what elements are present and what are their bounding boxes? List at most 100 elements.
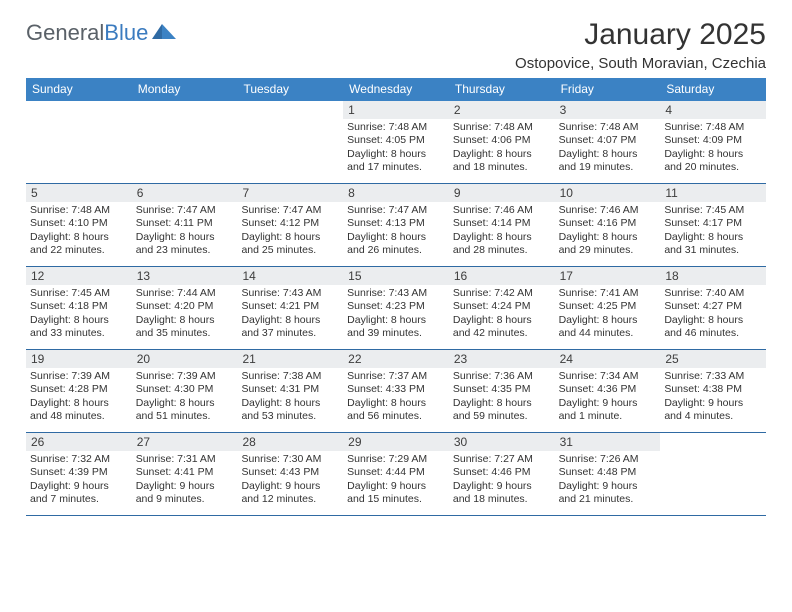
day-details: Sunrise: 7:48 AMSunset: 4:07 PMDaylight:…: [559, 121, 657, 175]
day-number: 5: [26, 184, 132, 202]
day-number: [132, 101, 238, 119]
day-details: Sunrise: 7:47 AMSunset: 4:13 PMDaylight:…: [347, 204, 445, 258]
dow-cell: Monday: [132, 78, 238, 101]
day-cell: 24Sunrise: 7:34 AMSunset: 4:36 PMDayligh…: [555, 350, 661, 432]
day-cell: [237, 101, 343, 183]
day-cell: 12 Sunrise: 7:45 AMSunset: 4:18 PMDayligh…: [26, 267, 132, 349]
brand-logo: GeneralBlue: [26, 20, 178, 46]
day-cell: 7Sunrise: 7:47 AMSunset: 4:12 PMDaylight…: [237, 184, 343, 266]
location-text: Ostopovice, South Moravian, Czechia: [515, 55, 766, 72]
day-details: Sunrise: 7:47 AMSunset: 4:12 PMDaylight:…: [241, 204, 339, 258]
day-number: 6: [132, 184, 238, 202]
week-row: 26Sunrise: 7:32 AMSunset: 4:39 PMDayligh…: [26, 433, 766, 516]
day-number: 21: [237, 350, 343, 368]
day-details: Sunrise: 7:31 AMSunset: 4:41 PMDaylight:…: [136, 453, 234, 507]
day-details: Sunrise: 7:38 AMSunset: 4:31 PMDaylight:…: [241, 370, 339, 424]
day-number: 15: [343, 267, 449, 285]
week-row: 12 Sunrise: 7:45 AMSunset: 4:18 PMDayligh…: [26, 267, 766, 350]
day-number: 13: [132, 267, 238, 285]
day-cell: 16 Sunrise: 7:42 AMSunset: 4:24 PMDayligh…: [449, 267, 555, 349]
day-number: 11: [660, 184, 766, 202]
brand-mark-icon: [152, 20, 178, 46]
day-number: 24: [555, 350, 661, 368]
day-number: 1: [343, 101, 449, 119]
day-number: 12: [26, 267, 132, 285]
day-number: 14: [237, 267, 343, 285]
calendar-grid: SundayMondayTuesdayWednesdayThursdayFrid…: [26, 78, 766, 516]
day-details: Sunrise: 7:42 AMSunset: 4:24 PMDaylight:…: [453, 287, 551, 341]
day-number: 20: [132, 350, 238, 368]
dow-cell: Saturday: [660, 78, 766, 101]
day-cell: 15 Sunrise: 7:43 AMSunset: 4:23 PMDayligh…: [343, 267, 449, 349]
day-number: 23: [449, 350, 555, 368]
day-details: Sunrise: 7:37 AMSunset: 4:33 PMDaylight:…: [347, 370, 445, 424]
day-cell: 8 Sunrise: 7:47 AMSunset: 4:13 PMDaylight…: [343, 184, 449, 266]
header: GeneralBlue January 2025 Ostopovice, Sou…: [26, 18, 766, 72]
day-details: Sunrise: 7:30 AMSunset: 4:43 PMDaylight:…: [241, 453, 339, 507]
day-cell: 19Sunrise: 7:39 AMSunset: 4:28 PMDayligh…: [26, 350, 132, 432]
day-cell: 20 Sunrise: 7:39 AMSunset: 4:30 PMDayligh…: [132, 350, 238, 432]
day-details: Sunrise: 7:36 AMSunset: 4:35 PMDaylight:…: [453, 370, 551, 424]
day-cell: 30Sunrise: 7:27 AMSunset: 4:46 PMDayligh…: [449, 433, 555, 515]
day-cell: 1 Sunrise: 7:48 AMSunset: 4:05 PMDaylight…: [343, 101, 449, 183]
day-cell: 6 Sunrise: 7:47 AMSunset: 4:11 PMDaylight…: [132, 184, 238, 266]
day-details: Sunrise: 7:26 AMSunset: 4:48 PMDaylight:…: [559, 453, 657, 507]
day-cell: 14 Sunrise: 7:43 AMSunset: 4:21 PMDayligh…: [237, 267, 343, 349]
month-title: January 2025: [515, 18, 766, 51]
day-cell: 28Sunrise: 7:30 AMSunset: 4:43 PMDayligh…: [237, 433, 343, 515]
day-cell: 23 Sunrise: 7:36 AMSunset: 4:35 PMDayligh…: [449, 350, 555, 432]
day-number: 18: [660, 267, 766, 285]
day-cell: 22Sunrise: 7:37 AMSunset: 4:33 PMDayligh…: [343, 350, 449, 432]
day-cell: 21 Sunrise: 7:38 AMSunset: 4:31 PMDayligh…: [237, 350, 343, 432]
day-number: 2: [449, 101, 555, 119]
day-details: Sunrise: 7:45 AMSunset: 4:17 PMDaylight:…: [664, 204, 762, 258]
day-details: Sunrise: 7:45 AMSunset: 4:18 PMDaylight:…: [30, 287, 128, 341]
brand-part2: Blue: [104, 20, 148, 46]
day-details: Sunrise: 7:39 AMSunset: 4:30 PMDaylight:…: [136, 370, 234, 424]
day-cell: 13Sunrise: 7:44 AMSunset: 4:20 PMDayligh…: [132, 267, 238, 349]
day-number: 25: [660, 350, 766, 368]
day-details: Sunrise: 7:48 AMSunset: 4:05 PMDaylight:…: [347, 121, 445, 175]
day-details: Sunrise: 7:39 AMSunset: 4:28 PMDaylight:…: [30, 370, 128, 424]
calendar-page: GeneralBlue January 2025 Ostopovice, Sou…: [0, 0, 792, 534]
day-details: Sunrise: 7:43 AMSunset: 4:21 PMDaylight:…: [241, 287, 339, 341]
day-details: Sunrise: 7:48 AMSunset: 4:06 PMDaylight:…: [453, 121, 551, 175]
dow-cell: Thursday: [449, 78, 555, 101]
day-number: 17: [555, 267, 661, 285]
day-cell: 29 Sunrise: 7:29 AMSunset: 4:44 PMDayligh…: [343, 433, 449, 515]
day-number: [26, 101, 132, 119]
week-row: 5 Sunrise: 7:48 AMSunset: 4:10 PMDaylight…: [26, 184, 766, 267]
day-cell: [660, 433, 766, 515]
day-details: Sunrise: 7:47 AMSunset: 4:11 PMDaylight:…: [136, 204, 234, 258]
day-details: Sunrise: 7:40 AMSunset: 4:27 PMDaylight:…: [664, 287, 762, 341]
week-row: 19Sunrise: 7:39 AMSunset: 4:28 PMDayligh…: [26, 350, 766, 433]
day-number: 30: [449, 433, 555, 451]
day-number: [660, 433, 766, 451]
day-details: Sunrise: 7:48 AMSunset: 4:10 PMDaylight:…: [30, 204, 128, 258]
day-details: Sunrise: 7:43 AMSunset: 4:23 PMDaylight:…: [347, 287, 445, 341]
weeks-container: 1 Sunrise: 7:48 AMSunset: 4:05 PMDaylight…: [26, 101, 766, 516]
day-number: 27: [132, 433, 238, 451]
day-cell: [26, 101, 132, 183]
day-details: Sunrise: 7:48 AMSunset: 4:09 PMDaylight:…: [664, 121, 762, 175]
day-number: 8: [343, 184, 449, 202]
day-number: [237, 101, 343, 119]
day-cell: 5 Sunrise: 7:48 AMSunset: 4:10 PMDaylight…: [26, 184, 132, 266]
day-cell: 27 Sunrise: 7:31 AMSunset: 4:41 PMDayligh…: [132, 433, 238, 515]
day-details: Sunrise: 7:29 AMSunset: 4:44 PMDaylight:…: [347, 453, 445, 507]
day-number: 31: [555, 433, 661, 451]
day-details: Sunrise: 7:32 AMSunset: 4:39 PMDaylight:…: [30, 453, 128, 507]
day-cell: [132, 101, 238, 183]
title-block: January 2025 Ostopovice, South Moravian,…: [515, 18, 766, 72]
day-number: 3: [555, 101, 661, 119]
day-cell: 26Sunrise: 7:32 AMSunset: 4:39 PMDayligh…: [26, 433, 132, 515]
day-number: 29: [343, 433, 449, 451]
week-row: 1 Sunrise: 7:48 AMSunset: 4:05 PMDaylight…: [26, 101, 766, 184]
day-details: Sunrise: 7:46 AMSunset: 4:14 PMDaylight:…: [453, 204, 551, 258]
day-cell: 11 Sunrise: 7:45 AMSunset: 4:17 PMDayligh…: [660, 184, 766, 266]
day-cell: 31 Sunrise: 7:26 AMSunset: 4:48 PMDayligh…: [555, 433, 661, 515]
day-number: 16: [449, 267, 555, 285]
brand-part1: General: [26, 20, 104, 46]
day-cell: 3 Sunrise: 7:48 AMSunset: 4:07 PMDaylight…: [555, 101, 661, 183]
day-details: Sunrise: 7:33 AMSunset: 4:38 PMDaylight:…: [664, 370, 762, 424]
